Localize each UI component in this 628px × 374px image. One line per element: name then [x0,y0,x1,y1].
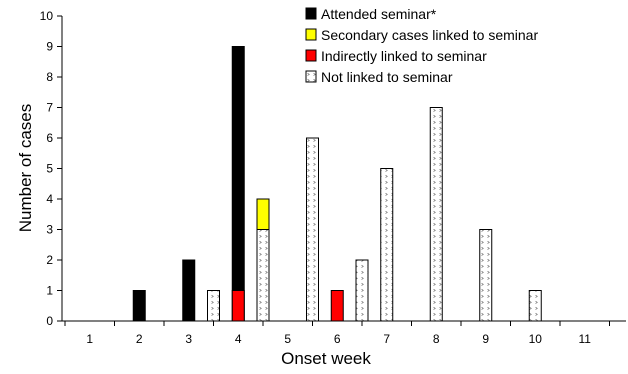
x-tick-label: 4 [235,332,242,346]
legend-label-indirectly-linked-to-seminar: Indirectly linked to seminar [321,48,487,64]
bar-attended-seminar [182,259,196,322]
y-tick-label: 4 [46,192,53,206]
bar-not-linked-to-seminar [306,137,319,322]
x-tick-label: 6 [334,332,341,346]
y-ticks: 0 1 2 3 4 5 6 7 8 9 10 [40,9,62,328]
bar-attended-seminar [231,46,245,322]
legend-label-attended-seminar: Attended seminar* [321,6,437,22]
legend-swatch-secondary-cases-linked-to-seminar [305,28,317,41]
bar-not-linked-to-seminar [528,290,542,322]
legend-label-not-linked-to-seminar: Not linked to seminar [321,69,453,85]
legend: Attended seminar* Secondary cases linked … [305,6,538,85]
bar-attended-seminar [132,290,146,322]
y-tick-label: 6 [46,131,53,145]
bar-not-linked-to-seminar [207,290,220,322]
y-tick-label: 5 [46,162,53,176]
bar-indirectly-linked-to-seminar [330,290,344,322]
y-tick-label: 8 [46,70,53,84]
bar-not-linked-to-seminar [429,107,443,322]
x-ticks: 1 2 3 4 5 6 7 8 9 10 11 [64,321,610,346]
legend-label-secondary-cases-linked-to-seminar: Secondary cases linked to seminar [321,27,538,43]
y-tick-label: 3 [46,223,53,237]
bar-not-linked-to-seminar [479,229,493,322]
x-tick-label: 5 [284,332,291,346]
y-tick-label: 0 [46,314,53,328]
x-tick-label: 2 [136,332,143,346]
legend-swatch-not-linked-to-seminar [305,70,317,83]
legend-swatch-indirectly-linked-to-seminar [305,49,317,62]
x-tick-label: 11 [579,332,592,346]
x-tick-label: 10 [529,332,543,346]
x-tick-label: 9 [482,332,489,346]
bar-indirectly-linked-to-seminar [231,290,245,322]
x-tick-label: 1 [86,332,93,346]
y-tick-label: 10 [40,9,54,23]
y-axis-title: Number of cases [16,104,35,233]
x-tick-label: 7 [383,332,390,346]
x-axis-title: Onset week [281,349,371,368]
bars [132,46,542,322]
legend-swatch-attended-seminar [305,7,317,20]
y-tick-label: 1 [46,284,53,298]
bar-not-linked-to-seminar [256,229,270,322]
y-tick-label: 2 [46,253,53,267]
y-tick-label: 9 [46,40,53,54]
x-tick-label: 8 [433,332,440,346]
bar-not-linked-to-seminar [355,259,369,322]
x-tick-label: 3 [185,332,192,346]
bar-not-linked-to-seminar [380,168,394,322]
y-tick-label: 7 [46,101,53,115]
